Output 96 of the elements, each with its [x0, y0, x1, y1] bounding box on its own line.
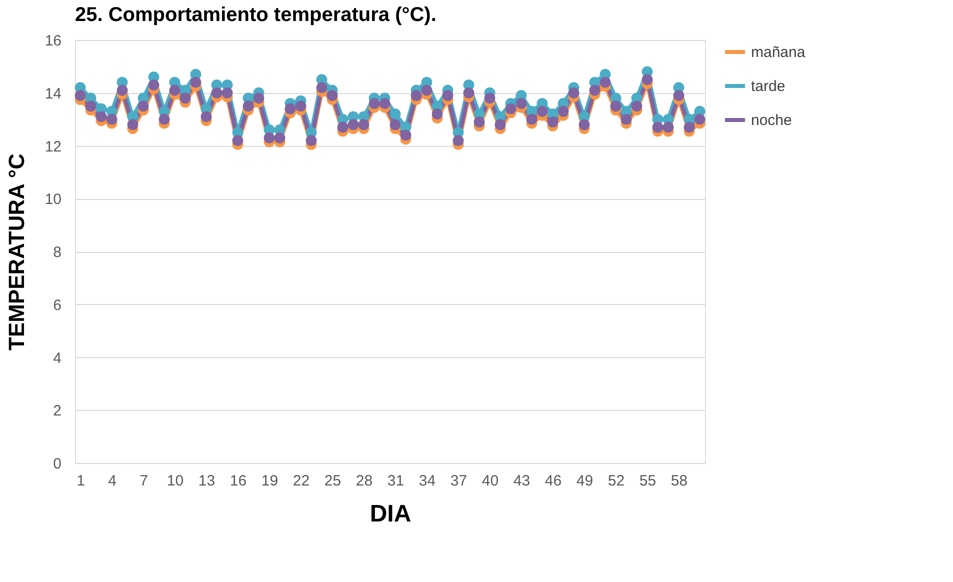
x-tick-label: 4 — [108, 472, 116, 490]
point — [684, 122, 695, 133]
point — [620, 114, 632, 125]
point — [547, 116, 558, 128]
point — [410, 90, 422, 101]
y-tick-label: 8 — [53, 244, 62, 261]
legend-label: mañana — [751, 44, 806, 61]
point — [274, 132, 286, 144]
point — [600, 76, 611, 88]
point — [494, 119, 506, 130]
x-tick-label: 19 — [261, 472, 278, 490]
point — [211, 87, 222, 98]
point — [652, 122, 664, 133]
x-tick-label: 37 — [450, 472, 468, 490]
point — [536, 106, 548, 117]
point — [662, 122, 674, 133]
y-tick-label: 0 — [53, 456, 62, 472]
point — [452, 134, 464, 146]
point — [85, 100, 96, 112]
y-tick-label: 12 — [44, 138, 62, 156]
x-tick-label: 46 — [544, 472, 562, 490]
x-tick-label: 22 — [292, 472, 310, 490]
point — [148, 79, 160, 90]
point — [390, 108, 401, 120]
x-tick-label: 25 — [324, 472, 342, 490]
x-axis-title: DIA — [370, 500, 412, 528]
point — [421, 84, 432, 96]
y-tick-label: 2 — [53, 402, 62, 420]
point — [589, 84, 600, 96]
point — [106, 114, 118, 125]
legend-label: noche — [751, 112, 792, 129]
y-tick-label: 10 — [44, 191, 62, 208]
y-tick-label: 16 — [44, 32, 62, 50]
point — [463, 87, 474, 98]
y-tick-label: 14 — [44, 85, 62, 102]
point — [694, 114, 706, 125]
point — [200, 111, 212, 122]
point — [326, 90, 338, 101]
y-tick-label: 4 — [53, 350, 62, 367]
x-tick-label: 40 — [482, 472, 499, 490]
point — [400, 130, 412, 141]
x-tick-label: 31 — [387, 472, 404, 490]
point — [180, 92, 191, 104]
point — [516, 98, 527, 109]
x-tick-label: 7 — [140, 472, 148, 490]
point — [158, 114, 170, 125]
point — [379, 98, 390, 109]
point — [116, 84, 128, 96]
x-tick-label: 55 — [639, 472, 656, 490]
point — [484, 92, 496, 104]
x-tick-label: 34 — [418, 472, 436, 490]
point — [568, 87, 580, 98]
point — [127, 119, 138, 130]
x-tick-label: 13 — [198, 472, 216, 490]
x-tick-label: 43 — [513, 472, 530, 490]
point — [474, 116, 485, 128]
point — [96, 111, 107, 122]
point — [348, 119, 359, 130]
y-tick-label: 6 — [53, 296, 62, 314]
x-tick-label: 49 — [576, 472, 594, 490]
x-tick-label: 58 — [670, 472, 688, 490]
point — [169, 84, 180, 96]
point — [316, 82, 328, 94]
x-tick-label: 16 — [230, 472, 247, 490]
point — [337, 122, 348, 133]
x-tick-label: 28 — [356, 472, 373, 490]
point — [432, 108, 443, 120]
point — [526, 114, 538, 125]
point — [505, 103, 516, 114]
y-axis-title: TEMPERATURA °C — [4, 153, 29, 351]
point — [578, 119, 590, 130]
chart-title: 25. Comportamiento temperatura (°C). — [75, 4, 436, 26]
point — [358, 119, 370, 130]
point — [442, 90, 454, 101]
x-tick-label: 10 — [166, 472, 184, 490]
x-tick-label: 52 — [608, 472, 625, 490]
x-tick-label: 1 — [76, 472, 85, 490]
legend-label: tarde — [751, 78, 786, 95]
point — [673, 90, 684, 101]
point — [190, 76, 202, 88]
point — [253, 92, 264, 104]
point — [390, 119, 401, 130]
point — [295, 100, 306, 112]
point — [610, 100, 622, 112]
point — [306, 134, 317, 146]
point — [368, 98, 380, 109]
point — [284, 103, 296, 114]
point — [138, 100, 149, 112]
point — [558, 106, 569, 117]
point — [242, 100, 254, 112]
point — [631, 100, 642, 112]
point — [232, 134, 244, 146]
point — [74, 90, 86, 101]
point — [264, 132, 275, 144]
point — [222, 87, 233, 98]
point — [642, 74, 653, 86]
